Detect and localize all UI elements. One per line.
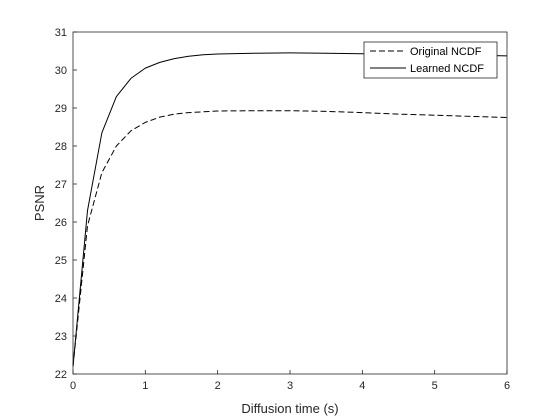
plot-area — [73, 32, 507, 374]
legend-label-learned-ncdf: Learned NCDF — [410, 63, 484, 75]
x-tick-label: 5 — [432, 380, 438, 392]
y-tick-label: 25 — [55, 255, 67, 267]
y-tick-label: 22 — [55, 369, 67, 381]
y-ticks: 22 23 24 25 26 27 28 29 30 31 — [55, 27, 77, 381]
x-tick-label: 6 — [504, 380, 510, 392]
y-tick-label: 27 — [55, 179, 67, 191]
y-tick-label: 30 — [55, 65, 67, 77]
legend-box — [363, 41, 498, 79]
x-ticks: 0 1 2 3 4 5 6 — [70, 370, 510, 392]
y-tick-label: 31 — [55, 27, 67, 39]
x-tick-label: 4 — [359, 380, 365, 392]
y-tick-label: 29 — [55, 103, 67, 115]
x-tick-label: 2 — [215, 380, 221, 392]
legend-label-original-ncdf: Original NCDF — [410, 46, 482, 58]
y-tick-label: 26 — [55, 217, 67, 229]
y-tick-label: 24 — [55, 293, 67, 305]
x-tick-label: 3 — [287, 380, 293, 392]
y-tick-label: 28 — [55, 141, 67, 153]
x-tick-label: 0 — [70, 380, 76, 392]
series-line-original-ncdf — [72, 110, 508, 367]
legend: Original NCDF Learned NCDF — [363, 41, 498, 79]
y-tick-label: 23 — [55, 331, 67, 343]
y-axis-label: PSNR — [32, 185, 47, 221]
x-axis-label: Diffusion time (s) — [241, 401, 338, 416]
x-tick-label: 1 — [142, 380, 148, 392]
